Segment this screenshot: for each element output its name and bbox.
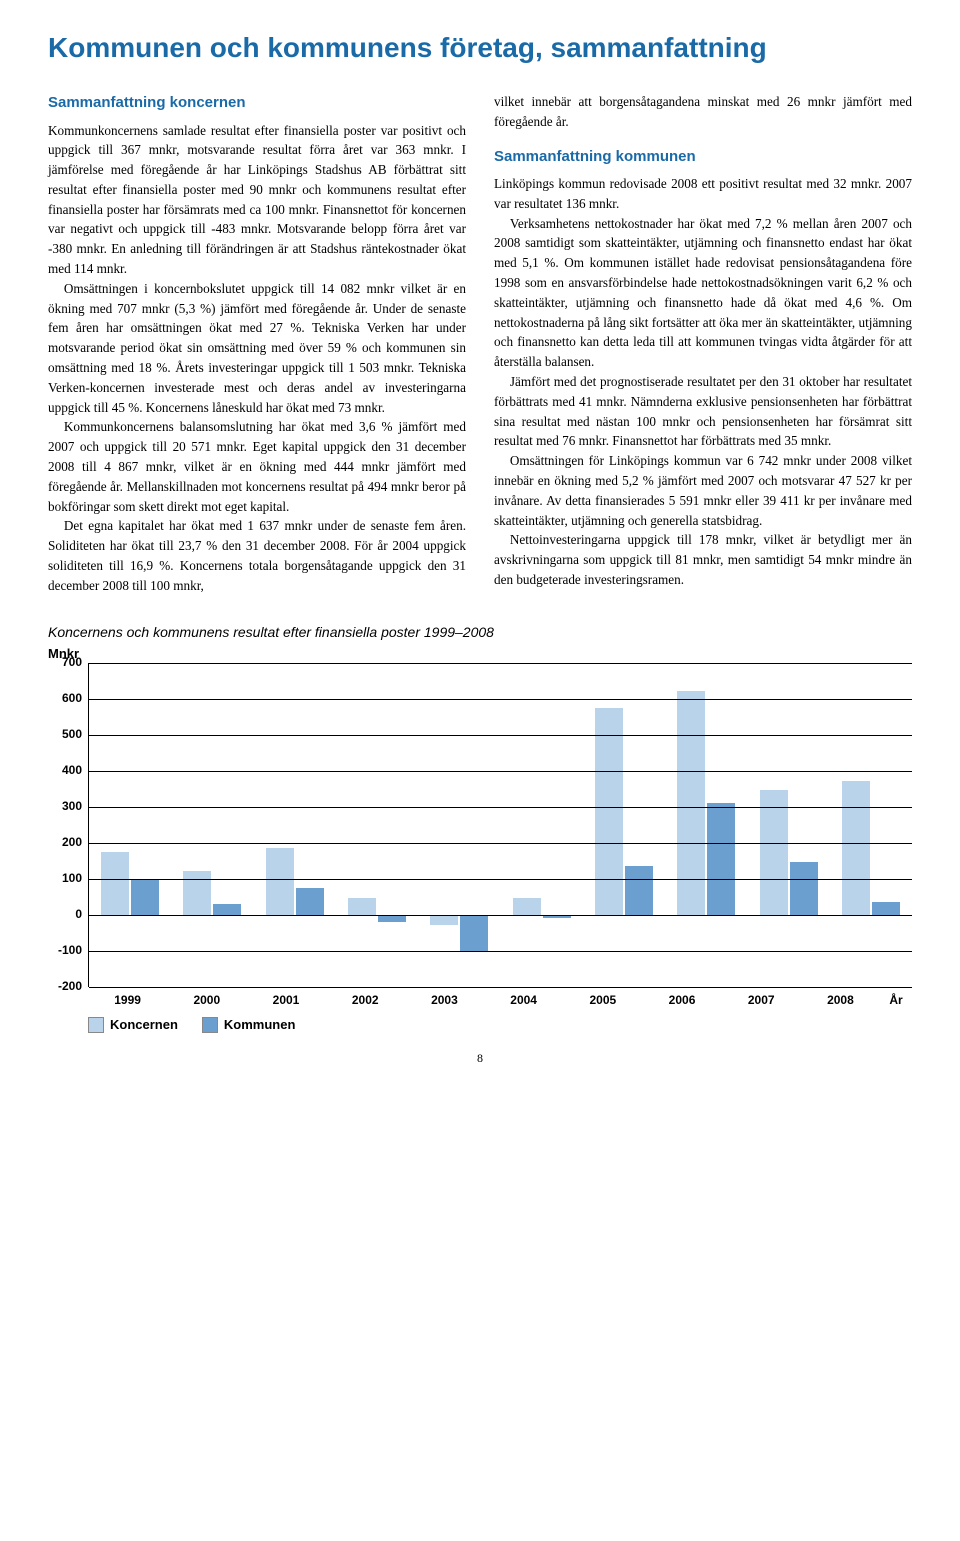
chart-section: Koncernens och kommunens resultat efter … <box>48 624 912 1033</box>
bar-koncernen <box>348 898 376 914</box>
year-group <box>665 663 747 987</box>
para: vilket innebär att borgensåtagandena min… <box>494 92 912 132</box>
left-column: Sammanfattning koncernen Kommunkoncernen… <box>48 92 466 596</box>
chart-x-axis: 1999200020012002200320042005200620072008… <box>88 993 912 1007</box>
chart-y-axis: 7006005004003002001000-100-200 <box>48 663 88 987</box>
para: Verksamhetens nettokostnader har ökat me… <box>494 214 912 372</box>
chart-gridline <box>89 807 912 808</box>
para: Kommunkoncernens balansomslutning har ök… <box>48 417 466 516</box>
year-group <box>254 663 336 987</box>
x-tick-label: 2002 <box>326 993 405 1007</box>
year-group <box>830 663 912 987</box>
year-group <box>500 663 582 987</box>
bar-koncernen <box>101 852 129 915</box>
para: Kommunkoncernens samlade resultat efter … <box>48 121 466 279</box>
x-tick-label: 1999 <box>88 993 167 1007</box>
bar-kommunen <box>213 904 241 915</box>
bar-koncernen <box>595 708 623 915</box>
chart-plot-area <box>88 663 912 987</box>
page-number: 8 <box>48 1051 912 1066</box>
section-heading-kommunen: Sammanfattning kommunen <box>494 146 912 169</box>
bar-koncernen <box>677 691 705 914</box>
bar-kommunen <box>872 902 900 915</box>
x-tick-label: 2000 <box>167 993 246 1007</box>
x-tick-label: 2008 <box>801 993 880 1007</box>
para: Jämfört med det prognostiserade resultat… <box>494 372 912 451</box>
para: Linköpings kommun redovisade 2008 ett po… <box>494 174 912 214</box>
para: Omsättningen för Linköpings kommun var 6… <box>494 451 912 530</box>
chart-gridline <box>89 663 912 664</box>
x-axis-label: År <box>880 993 912 1007</box>
chart-ylabel: Mnkr <box>48 646 912 661</box>
bar-kommunen <box>625 866 653 915</box>
chart-bars <box>89 663 912 987</box>
chart-gridline <box>89 699 912 700</box>
x-tick-label: 2004 <box>484 993 563 1007</box>
year-group <box>171 663 253 987</box>
right-column: vilket innebär att borgensåtagandena min… <box>494 92 912 596</box>
bar-koncernen <box>430 915 458 926</box>
year-group <box>583 663 665 987</box>
page-title: Kommunen och kommunens företag, sammanfa… <box>48 32 912 64</box>
chart-gridline <box>89 771 912 772</box>
para: Nettoinvesteringarna uppgick till 178 mn… <box>494 530 912 589</box>
chart-gridline <box>89 843 912 844</box>
legend-swatch <box>88 1017 104 1033</box>
chart-gridline <box>89 915 912 916</box>
x-tick-label: 2005 <box>563 993 642 1007</box>
para: Omsättningen i koncernbokslutet uppgick … <box>48 279 466 418</box>
chart-gridline <box>89 735 912 736</box>
year-group <box>336 663 418 987</box>
year-group <box>418 663 500 987</box>
legend-item: Kommunen <box>202 1017 296 1033</box>
bar-koncernen <box>513 898 541 914</box>
chart-legend: Koncernen Kommunen <box>88 1017 912 1033</box>
bar-koncernen <box>842 781 870 914</box>
legend-label: Kommunen <box>224 1017 296 1032</box>
para: Det egna kapitalet har ökat med 1 637 mn… <box>48 516 466 595</box>
bar-koncernen <box>266 848 294 915</box>
bar-koncernen <box>760 790 788 914</box>
chart-gridline <box>89 879 912 880</box>
x-tick-label: 2007 <box>722 993 801 1007</box>
legend-swatch <box>202 1017 218 1033</box>
year-group <box>89 663 171 987</box>
legend-label: Koncernen <box>110 1017 178 1032</box>
legend-item: Koncernen <box>88 1017 178 1033</box>
section-heading-koncernen: Sammanfattning koncernen <box>48 92 466 115</box>
x-tick-label: 2006 <box>642 993 721 1007</box>
x-tick-label: 2003 <box>405 993 484 1007</box>
bar-kommunen <box>131 879 159 914</box>
bar-kommunen <box>790 862 818 914</box>
bar-kommunen <box>378 915 406 922</box>
chart-gridline <box>89 951 912 952</box>
bar-kommunen <box>296 888 324 915</box>
chart-title: Koncernens och kommunens resultat efter … <box>48 624 912 640</box>
chart-wrap: 7006005004003002001000-100-200 <box>48 663 912 987</box>
bar-kommunen <box>707 803 735 915</box>
chart-gridline <box>89 987 912 988</box>
bar-kommunen <box>460 915 488 953</box>
x-tick-label: 2001 <box>246 993 325 1007</box>
year-group <box>747 663 829 987</box>
two-column-layout: Sammanfattning koncernen Kommunkoncernen… <box>48 92 912 596</box>
